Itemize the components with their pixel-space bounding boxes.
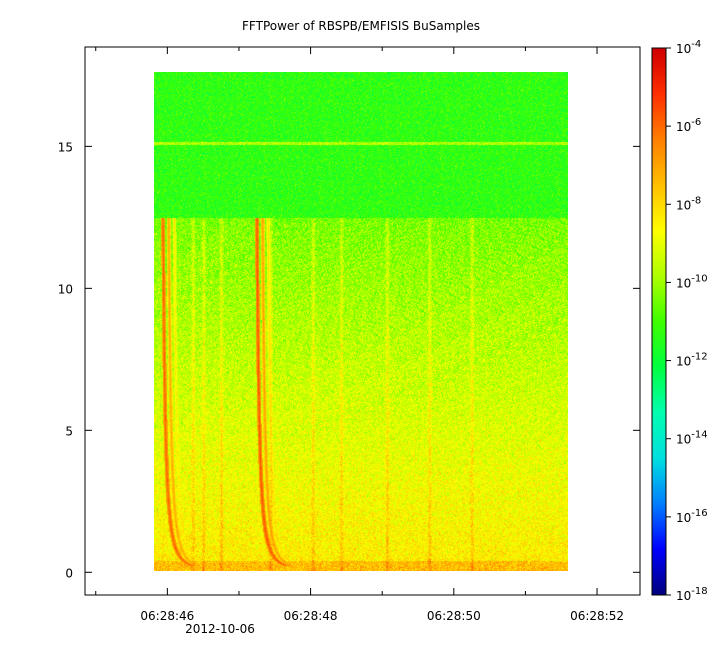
x-tick-label: 06:28:50: [427, 609, 481, 623]
x-axis: 06:28:46 06:28:48 06:28:50 06:28:52: [95, 47, 624, 623]
y-tick-label: 15: [58, 140, 73, 154]
x-tick-label: 06:28:48: [284, 609, 338, 623]
colorbar-tick-label: 10-16: [676, 508, 708, 525]
colorbar-tick-label: 10-14: [676, 430, 708, 447]
y-tick-label: 0: [65, 566, 73, 580]
colorbar-tick-label: 10-6: [676, 117, 701, 134]
colorbar-frame: [651, 47, 667, 596]
colorbar: [652, 48, 666, 595]
colorbar-tick-label: 10-4: [676, 39, 701, 56]
x-axis-date-label: 2012-10-06: [185, 622, 255, 636]
y-tick-label: 10: [58, 282, 73, 296]
colorbar-tick-label: 10-18: [676, 586, 708, 603]
y-tick-label: 5: [65, 424, 73, 438]
colorbar-tick-label: 10-8: [676, 195, 701, 212]
spectrogram-image: [154, 72, 568, 571]
chart-title: FFTPower of RBSPB/EMFISIS BuSamples: [242, 19, 480, 33]
colorbar-tick-label: 10-12: [676, 352, 708, 369]
colorbar-axis: 10-18 10-16 10-14 10-12 10-10 10-8 10-6 10-4: [666, 39, 708, 603]
x-tick-label: 06:28:46: [140, 609, 194, 623]
colorbar-tick-label: 10-10: [676, 273, 708, 290]
y-axis: 0 5 10 15: [58, 140, 640, 580]
x-tick-label: 06:28:52: [570, 609, 624, 623]
